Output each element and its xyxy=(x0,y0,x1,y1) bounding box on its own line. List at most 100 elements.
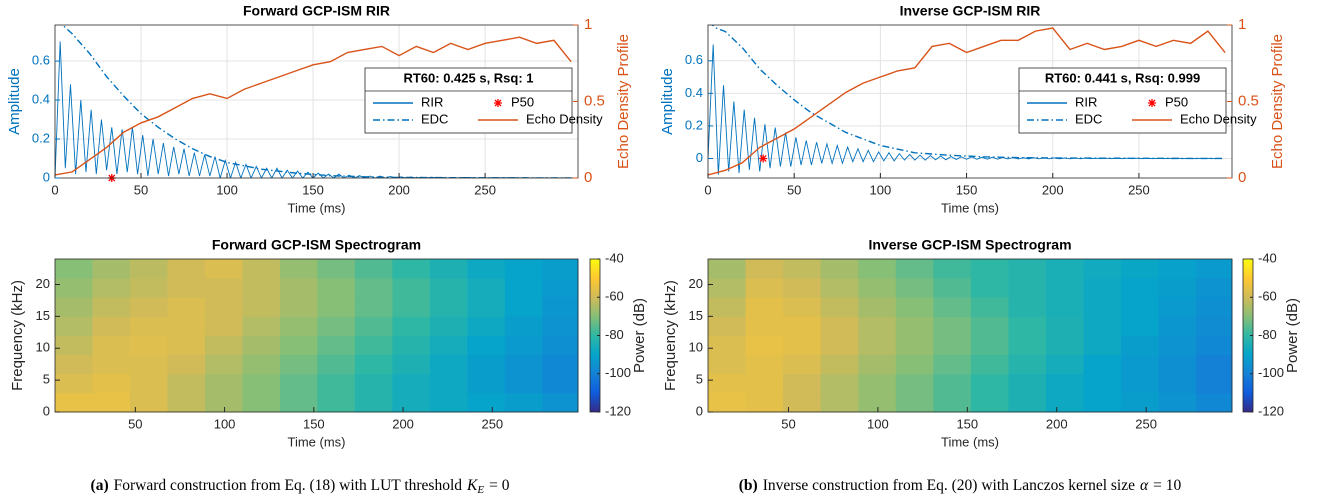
heatmap-cell xyxy=(242,316,281,336)
heatmap-cell xyxy=(783,297,822,317)
heatmap-cell xyxy=(317,354,356,375)
heatmap-cell xyxy=(895,373,934,394)
heatmap-cell xyxy=(1083,278,1122,298)
heatmap-cell xyxy=(467,392,506,413)
legend-label: EDC xyxy=(1075,111,1102,126)
colorbar-tick-label: -80 xyxy=(605,327,624,342)
heatmap-cell xyxy=(1196,373,1233,394)
heatmap-cell xyxy=(279,278,318,298)
x-tick-label: 150 xyxy=(956,182,978,197)
heatmap-cell xyxy=(92,278,131,298)
caption-a: (a) Forward construction from Eq. (18) wi… xyxy=(91,477,510,496)
x-tick-label: 0 xyxy=(704,182,711,197)
heatmap-cell xyxy=(970,278,1009,298)
colorbar-tick-label: -120 xyxy=(605,403,631,418)
heatmap-cell xyxy=(467,354,506,375)
heatmap-cell xyxy=(1083,316,1122,336)
heatmap-cell xyxy=(92,259,131,279)
heatmap-cell xyxy=(129,316,168,336)
heatmap-cell xyxy=(279,392,318,413)
heatmap-cell xyxy=(783,392,822,413)
heatmap-cell xyxy=(467,335,506,356)
legend-title: RT60: 0.425 s, Rsq: 1 xyxy=(403,70,533,85)
heatmap-cell xyxy=(354,278,393,298)
heatmap-cell xyxy=(1196,259,1233,279)
series-line xyxy=(708,27,1226,176)
chart-title: Inverse GCP-ISM RIR xyxy=(900,3,1041,19)
heatmap-cell xyxy=(970,259,1009,279)
chart-title: Inverse GCP-ISM Spectrogram xyxy=(868,237,1071,253)
heatmap-cell xyxy=(708,316,746,336)
heatmap-cell xyxy=(1008,259,1047,279)
x-tick-label: 250 xyxy=(1135,416,1157,431)
heatmap-cell xyxy=(279,316,318,336)
heatmap-cell xyxy=(467,297,506,317)
x-axis-label: Time (ms) xyxy=(941,434,999,449)
heatmap-cell xyxy=(392,297,431,317)
heatmap-cell xyxy=(970,335,1009,356)
heatmap-cell xyxy=(783,278,822,298)
heatmap-cell xyxy=(204,278,243,298)
heatmap-cell xyxy=(1008,278,1047,298)
heatmap-cell xyxy=(933,392,972,413)
legend-box xyxy=(364,67,573,134)
heatmap-cell xyxy=(745,354,784,375)
heatmap-cell xyxy=(708,278,746,298)
legend-label: Echo Density xyxy=(1180,111,1257,126)
heatmap-cell xyxy=(392,259,431,279)
heatmap-cell xyxy=(504,297,543,317)
y-tick-label: 10 xyxy=(36,340,50,355)
x-tick-label: 100 xyxy=(867,416,889,431)
heatmap-cell xyxy=(317,259,356,279)
heatmap-cell xyxy=(204,354,243,375)
heatmap-cell xyxy=(933,354,972,375)
heatmap-cell xyxy=(55,297,93,317)
heatmap-cell xyxy=(745,392,784,413)
heatmap-cell xyxy=(1008,297,1047,317)
heatmap-cell xyxy=(783,373,822,394)
heatmap-cell xyxy=(783,316,822,336)
heatmap-cell xyxy=(167,259,206,279)
y2-tick-label: 1 xyxy=(1238,16,1246,33)
heatmap-cell xyxy=(1046,316,1084,336)
heatmap-cell xyxy=(1008,373,1047,394)
legend-box xyxy=(1018,67,1227,134)
heatmap-cell xyxy=(242,297,281,317)
heatmap-cell xyxy=(933,278,972,298)
heatmap-cell xyxy=(1196,278,1233,298)
heatmap-cell xyxy=(1008,335,1047,356)
heatmap-cell xyxy=(167,278,206,298)
heatmap-cell xyxy=(895,392,934,413)
heatmap-cell xyxy=(708,392,746,413)
x-tick-label: 200 xyxy=(388,182,410,197)
heatmap-cell xyxy=(279,354,318,375)
x-tick-label: 200 xyxy=(1046,416,1068,431)
x-axis-label: Time (ms) xyxy=(287,200,345,215)
heatmap-cell xyxy=(429,392,468,413)
heatmap-cell xyxy=(92,316,131,336)
y2-tick-label: 0 xyxy=(1238,169,1246,186)
heatmap-cell xyxy=(129,354,168,375)
heatmap-cell xyxy=(467,316,506,336)
x-tick-label: 200 xyxy=(392,416,414,431)
y-tick-label: 10 xyxy=(689,340,703,355)
heatmap-cell xyxy=(129,278,168,298)
heatmap-cell xyxy=(242,392,281,413)
x-tick-label: 100 xyxy=(870,182,892,197)
heatmap-cell xyxy=(858,335,897,356)
heatmap-cell xyxy=(92,354,131,375)
heatmap-cell xyxy=(895,335,934,356)
heatmap-cell xyxy=(392,354,431,375)
p50-marker xyxy=(759,154,768,163)
heatmap-cell xyxy=(708,259,746,279)
heatmap-cell xyxy=(1158,297,1197,317)
y-axis-label: Frequency (kHz) xyxy=(9,280,26,391)
x-axis-label: Time (ms) xyxy=(287,434,345,449)
heatmap-cell xyxy=(820,278,859,298)
heatmap-cell xyxy=(279,259,318,279)
y-tick-label: 0.4 xyxy=(32,91,50,106)
heatmap-cell xyxy=(1083,259,1122,279)
heatmap-cell xyxy=(55,278,93,298)
y-tick-label: 0 xyxy=(43,169,50,184)
